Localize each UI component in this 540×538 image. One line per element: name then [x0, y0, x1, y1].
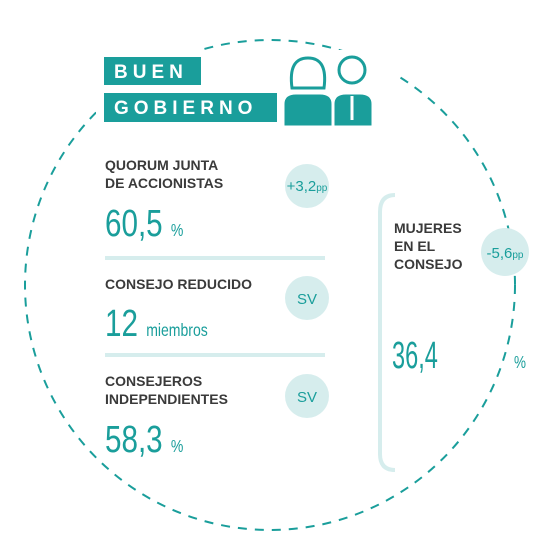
title-box	[104, 93, 277, 122]
badge	[481, 228, 529, 276]
bracket	[378, 193, 396, 472]
metric-value: 12 miembros	[105, 303, 208, 345]
badge	[285, 164, 329, 208]
metric-label: INDEPENDIENTES	[105, 391, 228, 407]
metric-label: CONSEJEROS	[105, 373, 202, 389]
highlight-label: EN EL	[394, 238, 436, 254]
metric-value: 58,3 %	[105, 419, 183, 461]
badge-text: -5,6pp	[487, 245, 524, 262]
metric-label: QUORUM JUNTA	[105, 157, 218, 173]
badge-text: SV	[297, 291, 317, 308]
highlight-label: CONSEJO	[394, 256, 463, 272]
people-icon	[284, 55, 372, 126]
badge	[285, 276, 329, 320]
metric-value: 60,5 %	[105, 203, 183, 245]
metric-label: DE ACCIONISTAS	[105, 175, 223, 191]
badge-text: +3,2pp	[287, 178, 328, 195]
title-line: GOBIERNO	[114, 98, 257, 119]
highlight-label: MUJERES	[394, 220, 462, 236]
dashed-circle	[24, 39, 516, 531]
highlight-unit: %	[514, 353, 526, 372]
badge	[285, 374, 329, 418]
title-box	[104, 57, 201, 85]
highlight-value: 36,4	[392, 333, 438, 376]
metric-label: CONSEJO REDUCIDO	[105, 276, 252, 292]
title-line: BUEN	[114, 62, 188, 83]
badge-text: SV	[297, 389, 317, 406]
